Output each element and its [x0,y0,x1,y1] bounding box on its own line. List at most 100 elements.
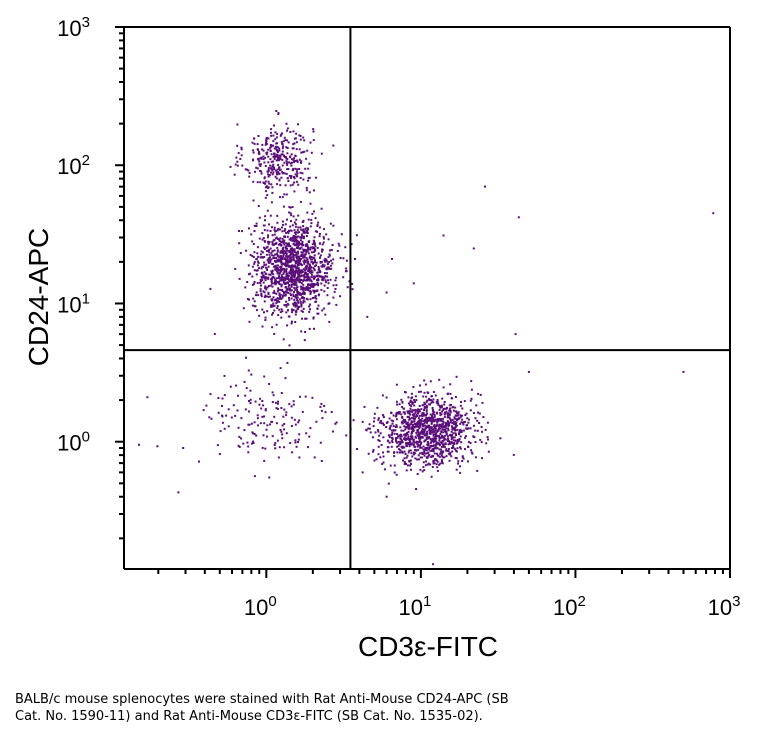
data-point [297,275,300,278]
data-point [440,458,443,461]
data-point [384,468,386,471]
data-point [295,141,298,144]
data-point [426,399,429,402]
data-point [316,230,319,233]
data-point [296,270,299,273]
data-point [300,305,303,308]
data-point [301,221,304,223]
data-point [424,426,427,429]
data-point [439,462,442,465]
data-point [317,252,320,255]
data-point [315,264,318,267]
data-point [275,252,278,255]
data-point [294,137,297,140]
data-point [253,300,256,303]
data-point [425,452,428,455]
data-point [273,124,275,127]
data-point [283,408,286,411]
data-point [440,424,442,427]
data-point [291,249,294,252]
data-point [303,139,306,142]
data-point [277,314,280,317]
data-point [310,256,313,258]
data-point [310,273,313,276]
data-point [290,249,292,252]
data-point [329,249,331,252]
data-point [324,313,327,316]
data-point [301,286,304,289]
data-point [256,282,259,284]
data-point [303,339,306,342]
data-point [266,310,269,313]
data-point [320,288,323,291]
data-point [480,426,483,428]
data-point [249,402,252,404]
data-point [319,254,322,257]
data-point [328,261,331,263]
data-point [259,165,262,167]
data-point [455,375,458,378]
data-point [456,447,459,450]
data-point [325,268,328,271]
data-point [285,272,288,274]
data-point [428,418,431,421]
data-point [329,264,332,267]
data-point [432,419,435,421]
data-point [320,265,323,268]
data-point [295,261,298,264]
data-point [428,447,431,450]
data-point [527,370,530,373]
data-point [385,291,388,294]
data-point [310,269,313,272]
data-point [514,333,517,336]
data-point [308,287,311,290]
data-point [295,180,298,183]
data-point [274,279,277,281]
data-point [415,425,418,428]
data-point [270,128,273,131]
data-point [430,429,432,432]
data-point [264,165,267,167]
data-point [270,201,273,204]
data-point [259,253,262,256]
data-point [438,444,441,447]
data-point [305,251,308,254]
data-point [417,421,420,424]
data-point [295,218,298,221]
data-point [484,428,487,431]
data-point [256,143,259,146]
data-point [465,424,468,427]
y-tick-label: 100 [57,429,90,456]
data-point [272,165,275,168]
data-point [279,428,282,431]
data-point [313,289,316,292]
data-point [324,275,327,277]
data-point [279,311,282,314]
data-point [290,266,293,269]
data-point [293,298,296,301]
data-point [307,179,310,182]
data-point [310,260,313,263]
data-point [248,175,251,178]
data-point [264,287,267,289]
data-point [300,151,303,154]
data-point [273,415,276,418]
data-point [450,441,453,444]
data-point [290,229,293,232]
data-point [304,288,307,291]
data-point [302,307,305,310]
data-point [259,278,262,281]
data-point [275,407,278,410]
data-point [313,236,316,239]
data-point [288,403,291,406]
data-point [395,473,398,476]
data-point [302,296,305,299]
data-point [367,452,370,455]
data-point [269,259,272,262]
data-point [284,250,287,253]
data-point [266,249,269,252]
data-point [319,441,322,444]
data-point [441,460,443,462]
data-point [262,256,264,259]
data-point [252,256,255,258]
